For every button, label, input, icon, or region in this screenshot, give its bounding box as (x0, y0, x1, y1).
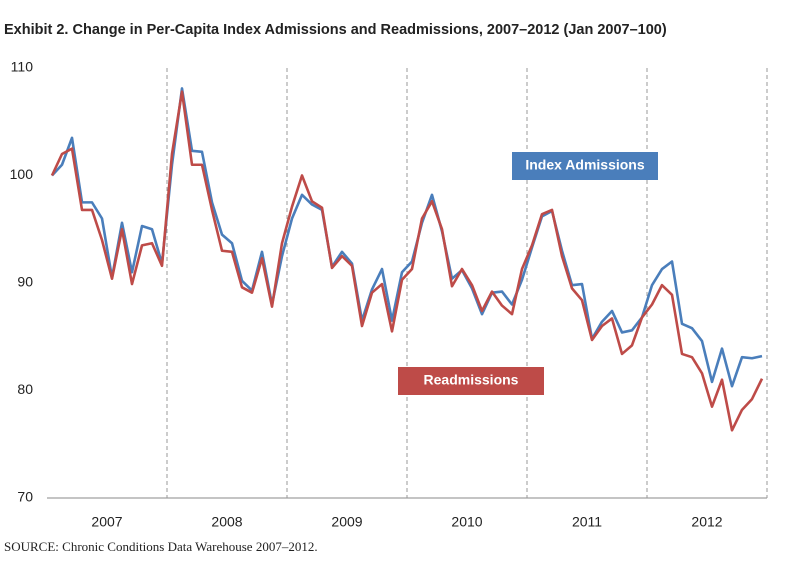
x-tick-label: 2012 (691, 514, 722, 530)
y-tick-label: 110 (11, 59, 34, 75)
y-tick-label: 100 (10, 166, 34, 182)
x-tick-label: 2009 (331, 514, 362, 530)
source-note: SOURCE: Chronic Conditions Data Warehous… (4, 539, 318, 554)
x-tick-label: 2011 (572, 514, 602, 530)
x-tick-label: 2007 (91, 514, 122, 530)
x-tick-label: 2008 (211, 514, 242, 530)
legend-box (398, 367, 544, 395)
y-tick-label: 90 (17, 274, 33, 290)
chart-title: Exhibit 2. Change in Per-Capita Index Ad… (4, 22, 667, 38)
series-line (50, 90, 764, 432)
y-tick-label: 80 (17, 381, 33, 397)
legend-label: Index Admissions (525, 157, 645, 173)
legend-box (512, 152, 658, 180)
x-tick-label: 2010 (451, 514, 482, 530)
y-tick-label: 70 (17, 489, 33, 505)
legend-label: Readmissions (424, 372, 519, 388)
